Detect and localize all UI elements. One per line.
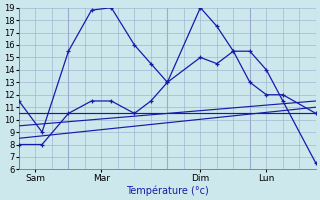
X-axis label: Température (°c): Température (°c)	[126, 185, 209, 196]
